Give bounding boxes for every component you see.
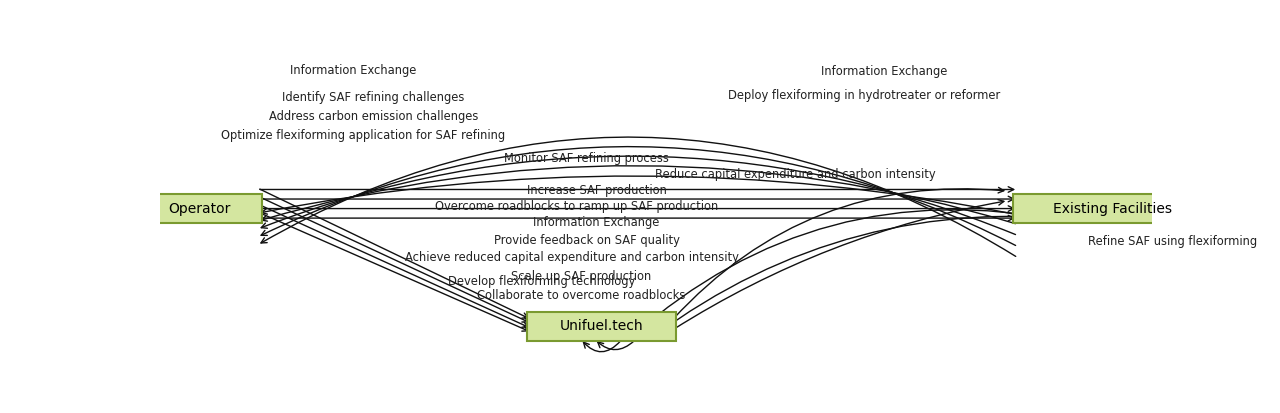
Text: Collaborate to overcome roadblocks: Collaborate to overcome roadblocks bbox=[477, 289, 686, 301]
Text: Information Exchange: Information Exchange bbox=[820, 65, 947, 78]
Text: Information Exchange: Information Exchange bbox=[534, 216, 659, 229]
FancyBboxPatch shape bbox=[527, 312, 676, 341]
Text: Information Exchange: Information Exchange bbox=[291, 64, 416, 77]
Text: Existing Facilities: Existing Facilities bbox=[1053, 202, 1171, 216]
FancyBboxPatch shape bbox=[137, 194, 262, 223]
Text: Address carbon emission challenges: Address carbon emission challenges bbox=[269, 110, 477, 123]
Text: Identify SAF refining challenges: Identify SAF refining challenges bbox=[282, 91, 465, 104]
Text: Monitor SAF refining process: Monitor SAF refining process bbox=[504, 152, 669, 165]
Text: Scale up SAF production: Scale up SAF production bbox=[512, 270, 652, 283]
Text: Optimize flexiforming application for SAF refining: Optimize flexiforming application for SA… bbox=[221, 129, 506, 142]
Text: Develop flexiforming technology: Develop flexiforming technology bbox=[448, 275, 636, 288]
Text: Unifuel.tech: Unifuel.tech bbox=[559, 319, 644, 333]
Text: Operator: Operator bbox=[169, 202, 230, 216]
Text: Achieve reduced capital expenditure and carbon intensity: Achieve reduced capital expenditure and … bbox=[404, 252, 739, 264]
Text: Increase SAF production: Increase SAF production bbox=[526, 184, 667, 197]
FancyBboxPatch shape bbox=[1014, 194, 1211, 223]
Text: Deploy flexiforming in hydrotreater or reformer: Deploy flexiforming in hydrotreater or r… bbox=[728, 89, 1001, 102]
Text: Provide feedback on SAF quality: Provide feedback on SAF quality bbox=[494, 234, 680, 247]
Text: Reduce capital expenditure and carbon intensity: Reduce capital expenditure and carbon in… bbox=[654, 168, 936, 181]
Text: Overcome roadblocks to ramp up SAF production: Overcome roadblocks to ramp up SAF produ… bbox=[435, 199, 718, 213]
Text: Refine SAF using flexiforming: Refine SAF using flexiforming bbox=[1088, 235, 1257, 249]
